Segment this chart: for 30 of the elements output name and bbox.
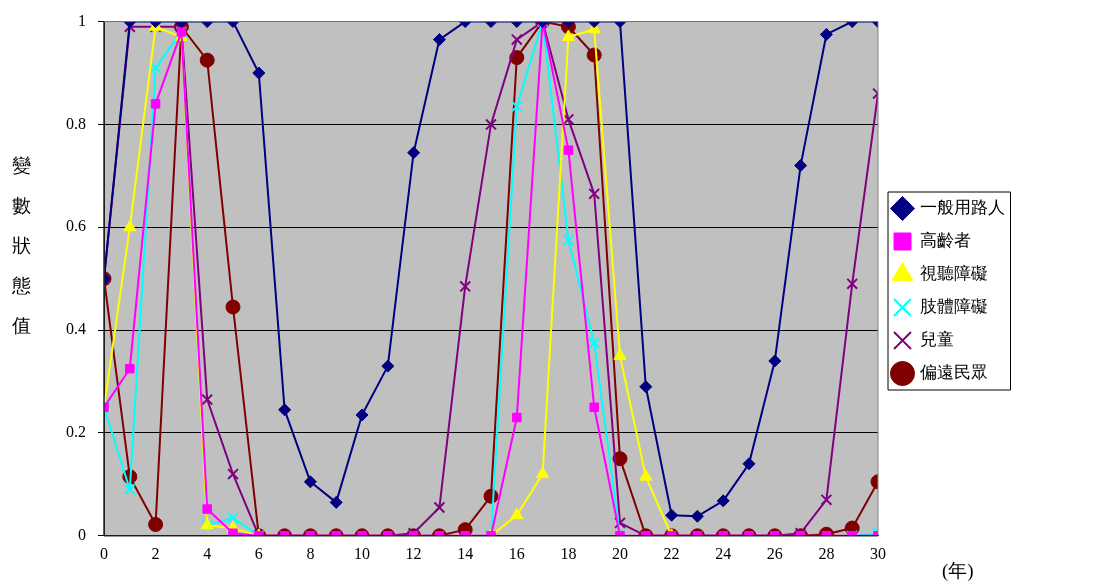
x-tick-label: 4 xyxy=(203,544,212,562)
legend-label: 肢體障礙 xyxy=(919,295,988,316)
x-tick-label: 0 xyxy=(100,544,108,562)
y-tick-label: 0.2 xyxy=(66,423,86,441)
y-axis-title: 變數狀態值 xyxy=(12,153,32,338)
y-tick-label: 0 xyxy=(78,526,86,543)
x-tick-label: 16 xyxy=(508,544,525,562)
legend-label: 偏遠民眾 xyxy=(919,361,988,382)
x-tick-label: 26 xyxy=(766,544,783,562)
legend-label: 兒童 xyxy=(919,328,954,349)
x-tick-label: 24 xyxy=(715,544,732,562)
x-tick-label: 14 xyxy=(457,544,474,562)
x-tick-label: 8 xyxy=(306,544,315,562)
legend-label: 視聽障礙 xyxy=(919,262,988,283)
legend-label: 高齡者 xyxy=(919,229,971,250)
x-tick-label: 18 xyxy=(560,544,577,562)
x-tick-label: 22 xyxy=(663,544,680,562)
y-tick-label: 1 xyxy=(78,11,86,29)
y-tick-label: 0.6 xyxy=(66,217,86,235)
x-tick-label: 6 xyxy=(254,544,263,562)
legend-label: 一般用路人 xyxy=(919,196,1005,217)
x-tick-label: 10 xyxy=(354,544,370,562)
x-tick-label: 20 xyxy=(612,544,628,562)
x-tick-label: 2 xyxy=(151,544,160,562)
y-tick-label: 0.8 xyxy=(66,114,86,132)
y-tick-label: 0.4 xyxy=(66,320,86,338)
x-tick-label: 30 xyxy=(870,544,886,562)
x-axis-title: (年) xyxy=(942,559,974,583)
x-tick-label: 28 xyxy=(818,544,835,562)
x-tick-label: 12 xyxy=(405,544,422,562)
